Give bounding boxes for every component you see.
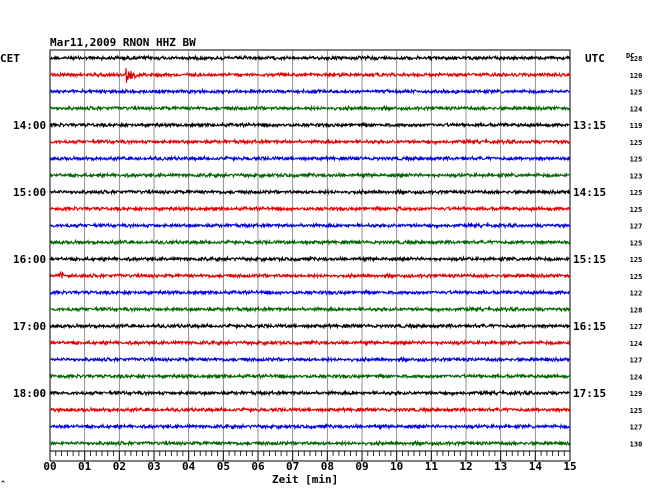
label-group: Mar11,2009 RNON HHZ BW CET UTC DC Zeit [… — [0, 36, 642, 488]
x-tick-label: 06 — [251, 460, 265, 473]
x-tick-label: 12 — [459, 460, 472, 473]
seismic-trace — [49, 171, 571, 180]
hour-label-right: 13:15 — [573, 119, 606, 132]
x-tick-label: 13 — [494, 460, 507, 473]
dc-offset-label: 120 — [630, 72, 643, 80]
x-tick-label: 14 — [529, 460, 543, 473]
seismic-trace — [49, 121, 571, 129]
seismic-trace — [49, 255, 571, 264]
seismic-trace — [49, 188, 571, 196]
dc-offset-label: 125 — [630, 156, 643, 164]
dc-offset-label: 129 — [630, 390, 643, 398]
x-tick-label: 01 — [78, 460, 92, 473]
hour-label-left: 18:00 — [13, 387, 46, 400]
dc-offset-label: 127 — [630, 223, 643, 231]
left-timezone-label: CET — [0, 52, 20, 65]
dc-offset-label: 125 — [630, 239, 643, 247]
seismic-trace — [49, 355, 571, 364]
dc-offset-label: 128 — [630, 55, 643, 63]
seismic-trace — [49, 154, 571, 163]
x-tick-label: 15 — [563, 460, 576, 473]
hour-label-left: 15:00 — [13, 186, 46, 199]
dc-offset-label: 127 — [630, 357, 643, 365]
trace-group — [49, 54, 571, 447]
seismic-trace — [49, 288, 571, 297]
seismic-trace — [49, 372, 571, 380]
hour-label-left: 14:00 — [13, 119, 46, 132]
dc-offset-label: 125 — [630, 206, 643, 214]
seismic-trace — [49, 137, 571, 146]
seismic-trace — [49, 439, 571, 447]
dc-offset-label: 125 — [630, 273, 643, 281]
seismic-trace — [49, 221, 571, 230]
grid — [49, 49, 571, 462]
dc-offset-label: 124 — [630, 373, 643, 381]
x-axis-label: Zeit [min] — [272, 473, 338, 486]
dc-header: DC — [626, 52, 634, 60]
seismic-trace — [49, 305, 571, 314]
dc-offset-label: 127 — [630, 323, 643, 331]
seismic-trace — [49, 405, 571, 414]
seismic-trace — [49, 205, 571, 213]
x-tick-label: 04 — [182, 460, 196, 473]
seismic-trace — [49, 389, 571, 397]
dc-offset-label: 125 — [630, 189, 643, 197]
dc-offset-label: 124 — [630, 105, 643, 113]
hour-label-right: 15:15 — [573, 253, 606, 266]
dc-offset-label: 123 — [630, 172, 643, 180]
x-tick-label: 00 — [43, 460, 56, 473]
dc-offset-label: 122 — [630, 290, 643, 298]
seismic-trace — [49, 271, 571, 280]
dc-offset-label: 125 — [630, 256, 643, 264]
x-tick-label: 09 — [355, 460, 368, 473]
dc-offset-label: 125 — [630, 89, 643, 97]
dc-offset-label: 124 — [630, 340, 643, 348]
x-tick-label: 08 — [321, 460, 334, 473]
dc-offset-label: 125 — [630, 407, 643, 415]
right-timezone-label: UTC — [585, 52, 605, 65]
x-tick-label: 07 — [286, 460, 299, 473]
dc-offset-label: 128 — [630, 306, 643, 314]
chart-title: Mar11,2009 RNON HHZ BW — [50, 36, 196, 49]
hour-label-right: 14:15 — [573, 186, 606, 199]
seismic-trace — [49, 67, 571, 84]
x-tick-label: 05 — [217, 460, 230, 473]
hour-label-right: 16:15 — [573, 320, 606, 333]
seismic-trace — [49, 238, 571, 247]
hour-label-left: 16:00 — [13, 253, 46, 266]
seismic-trace — [49, 422, 571, 431]
seismic-trace — [49, 54, 571, 62]
dc-offset-label: 130 — [630, 440, 643, 448]
dc-offset-label: 125 — [630, 139, 643, 147]
seismic-trace — [49, 322, 571, 330]
hour-label-right: 17:15 — [573, 387, 606, 400]
seismic-trace — [49, 104, 571, 112]
dc-offset-label: 119 — [630, 122, 643, 130]
x-tick-label: 03 — [147, 460, 160, 473]
x-tick-label: 10 — [390, 460, 403, 473]
seismic-trace — [49, 338, 571, 347]
hour-label-left: 17:00 — [13, 320, 46, 333]
corner-mark: ^ — [1, 480, 6, 488]
seismic-trace — [49, 87, 571, 96]
x-tick-label: 11 — [425, 460, 439, 473]
dc-offset-label: 127 — [630, 424, 643, 432]
x-tick-label: 02 — [113, 460, 126, 473]
